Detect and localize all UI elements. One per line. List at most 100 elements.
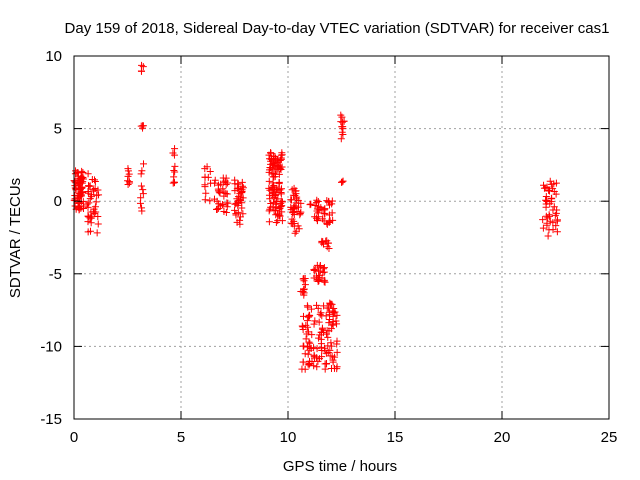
data-point: [265, 184, 273, 192]
data-point: [314, 275, 322, 283]
data-point: [76, 185, 84, 193]
data-point: [314, 197, 322, 205]
data-point: [542, 212, 550, 220]
data-point: [329, 318, 337, 326]
data-point: [269, 188, 277, 196]
data-point: [213, 205, 221, 213]
data-point: [265, 218, 273, 226]
data-point: [272, 186, 280, 194]
data-point: [276, 157, 284, 165]
data-point: [201, 196, 209, 204]
data-point: [236, 213, 244, 221]
data-point: [546, 200, 554, 208]
data-point: [140, 160, 148, 168]
data-point: [217, 180, 225, 188]
data-point: [287, 196, 295, 204]
data-point: [139, 63, 147, 71]
data-point: [327, 300, 335, 308]
data-point: [299, 325, 307, 333]
data-point: [319, 240, 327, 248]
data-point: [277, 197, 285, 205]
data-point: [223, 203, 231, 211]
data-point: [340, 117, 348, 125]
data-point: [311, 213, 319, 221]
data-point: [294, 222, 302, 230]
data-point: [219, 201, 227, 209]
data-point: [307, 200, 315, 208]
data-point: [83, 200, 91, 208]
data-point: [339, 177, 347, 185]
data-point: [71, 182, 79, 190]
data-point: [75, 204, 83, 212]
data-point: [325, 244, 333, 252]
y-tick-label: 5: [54, 121, 62, 138]
data-point: [202, 189, 210, 197]
data-point: [270, 169, 278, 177]
chart-title: Day 159 of 2018, Sidereal Day-to-day VTE…: [65, 20, 610, 37]
data-point: [305, 313, 313, 321]
data-point: [299, 275, 307, 283]
data-point: [540, 184, 548, 192]
data-point: [137, 170, 145, 178]
data-point: [288, 215, 296, 223]
y-tick-label: 0: [54, 193, 62, 210]
data-point: [323, 219, 331, 227]
data-point: [327, 339, 335, 347]
data-point: [277, 188, 285, 196]
data-point: [307, 305, 315, 313]
data-point: [206, 197, 214, 205]
data-point: [310, 267, 318, 275]
data-point: [236, 185, 244, 193]
data-point: [220, 188, 228, 196]
data-point: [86, 182, 94, 190]
data-point: [231, 206, 239, 214]
data-point: [271, 173, 279, 181]
data-point: [84, 228, 92, 236]
data-point: [303, 302, 311, 310]
data-point: [269, 183, 277, 191]
data-point: [215, 204, 223, 212]
data-point: [333, 365, 341, 373]
data-point: [278, 198, 286, 206]
data-point: [323, 243, 331, 251]
data-point: [272, 154, 280, 162]
data-point: [170, 179, 178, 187]
data-point: [545, 186, 553, 194]
data-point: [318, 324, 326, 332]
data-point: [219, 174, 227, 182]
data-point: [327, 325, 335, 333]
data-point: [301, 281, 309, 289]
data-point: [308, 331, 316, 339]
data-point: [552, 179, 560, 187]
data-point: [321, 360, 329, 368]
data-point: [267, 160, 275, 168]
data-point: [297, 208, 305, 216]
data-point: [238, 204, 246, 212]
x-tick-label: 0: [70, 429, 78, 446]
y-tick-label: -5: [49, 266, 62, 283]
data-point: [304, 313, 312, 321]
data-point: [319, 268, 327, 276]
data-point: [329, 358, 337, 366]
data-point: [316, 310, 324, 318]
data-point: [553, 217, 561, 225]
data-point: [544, 214, 552, 222]
data-point: [310, 362, 318, 370]
data-point: [136, 199, 144, 207]
data-point: [325, 211, 333, 219]
data-point: [301, 365, 309, 373]
data-point: [333, 337, 341, 345]
data-point: [319, 215, 327, 223]
data-point: [231, 176, 239, 184]
data-point: [137, 122, 145, 130]
data-point: [276, 163, 284, 171]
data-point: [313, 301, 321, 309]
data-point: [307, 344, 315, 352]
data-point: [89, 208, 97, 216]
data-point: [95, 191, 103, 199]
data-point: [277, 151, 285, 159]
data-point: [296, 210, 304, 218]
data-point: [325, 319, 333, 327]
data-point: [305, 338, 313, 346]
data-point: [338, 178, 346, 186]
